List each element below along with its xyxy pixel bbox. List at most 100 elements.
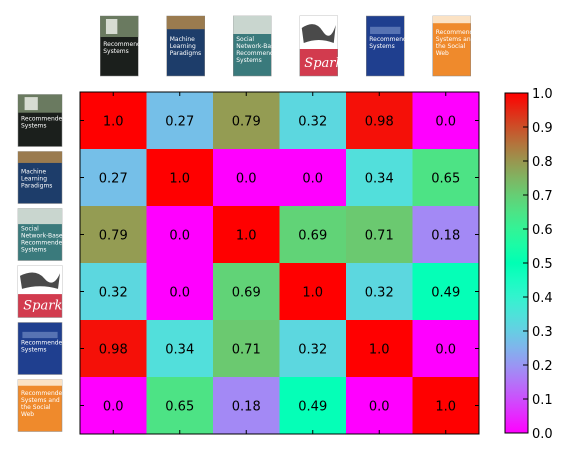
- cell-value-label: 0.32: [298, 115, 327, 130]
- cover-background: [366, 15, 405, 77]
- row-book-covers: RecommenderSystemsMachineLearningParadig…: [17, 94, 67, 432]
- colorbar: 0.0 0.1 0.2 0.3 0.4 0.5 0.6 0.7 0.8 0.9 1.0: [504, 87, 553, 442]
- cover-title-text: Systems: [103, 48, 129, 55]
- cover-title-text: Systems: [21, 123, 47, 130]
- heatmap-cell: [213, 320, 280, 378]
- colorbar-tick-label: 0.6: [532, 223, 553, 238]
- cell-value-label: 0.69: [232, 286, 261, 301]
- heatmap-cell: [80, 377, 147, 435]
- heatmap-cell: [279, 263, 347, 321]
- heatmap-cell: [346, 92, 413, 150]
- cover-title-text: Machine: [170, 36, 195, 43]
- cell-value-label: 0.0: [302, 172, 323, 187]
- column-book-covers: RecommenderSystemsMachineLearningParadig…: [100, 15, 480, 77]
- cell-value-label: 1.0: [369, 343, 390, 358]
- heatmap-cell: [80, 92, 147, 150]
- colorbar-tick-label: 0.3: [532, 325, 553, 340]
- cell-value-label: 0.49: [298, 400, 327, 415]
- cover-band: [432, 16, 471, 24]
- heatmap-cell: [80, 320, 147, 378]
- heatmap-cell: [346, 320, 413, 378]
- cell-value-label: 0.32: [365, 286, 394, 301]
- colorbar-tick-label: 0.5: [532, 257, 553, 272]
- cover-title-text: Recommender: [369, 36, 413, 43]
- cell-value-label: 1.0: [302, 286, 323, 301]
- heatmap-cell: [80, 206, 147, 264]
- heatmap-cell: [213, 206, 280, 264]
- cell-value-label: 1.0: [435, 400, 456, 415]
- cell-value-label: 0.34: [365, 172, 394, 187]
- cell-value-label: 0.32: [298, 343, 327, 358]
- colorbar-tick-label: 0.8: [532, 155, 553, 170]
- cover-title-text: Network-Based: [236, 43, 282, 50]
- cover-title-text: Systems: [21, 346, 47, 353]
- cell-value-label: 0.34: [165, 343, 194, 358]
- cover-title-text: Recommender: [436, 29, 480, 36]
- heatmap-cell: [279, 377, 347, 435]
- heatmap-cell: [346, 206, 413, 264]
- heatmap-cell: [213, 92, 280, 150]
- heatmap-cell: [412, 206, 480, 264]
- heatmap-cell: [412, 149, 480, 207]
- heatmap-cell: [80, 263, 147, 321]
- heatmap-cell: [279, 320, 347, 378]
- cover-title-text: Systems: [21, 246, 47, 253]
- cover-title-text: Recommender: [21, 239, 65, 246]
- cover-background: [432, 15, 471, 77]
- cover-background: [17, 379, 63, 432]
- cell-value-label: 0.79: [99, 229, 128, 244]
- cover-title-text: Recommender: [21, 390, 65, 397]
- heatmap-cell: [412, 92, 480, 150]
- cover-title-text: Spark: [23, 299, 62, 314]
- cell-value-label: 0.27: [99, 172, 128, 187]
- cell-value-label: 0.0: [169, 229, 190, 244]
- heatmap-cell: [346, 263, 413, 321]
- colorbar-tick-label: 0.4: [532, 291, 553, 306]
- cover-title-text: Systems: [369, 43, 395, 50]
- cover-title-text: Learning: [21, 175, 47, 182]
- cell-value-label: 1.0: [169, 172, 190, 187]
- cover-photo-detail: [24, 97, 38, 111]
- heatmap-cell: [146, 149, 214, 207]
- heatmap-cell: [279, 149, 347, 207]
- heatmap-cell: [146, 263, 214, 321]
- cover-band: [22, 331, 58, 339]
- cell-value-label: 0.0: [435, 115, 456, 130]
- cover-title-text: Paradigms: [21, 182, 52, 189]
- colorbar-tick-label: 0.2: [532, 359, 553, 374]
- heatmap-cell: [213, 263, 280, 321]
- cover-photo: [166, 16, 205, 30]
- cell-value-label: 0.65: [165, 400, 194, 415]
- cell-value-label: 0.98: [99, 343, 128, 358]
- cover-band: [18, 379, 62, 386]
- cell-value-label: 1.0: [236, 229, 257, 244]
- heatmap-cell: [146, 320, 214, 378]
- heatmap-cell: [146, 377, 214, 435]
- cell-value-label: 0.0: [369, 400, 390, 415]
- heatmap-cell: [146, 92, 214, 150]
- cell-value-label: 0.0: [103, 400, 124, 415]
- heatmap-cell: [213, 377, 280, 435]
- book-cover: Spark: [299, 15, 344, 77]
- cover-photo-detail: [105, 19, 118, 34]
- heatmap-frame: [79, 91, 480, 435]
- cover-title-text: Spark: [304, 56, 343, 71]
- cell-value-label: 0.18: [431, 229, 460, 244]
- cover-title-text: Learning: [170, 43, 196, 50]
- cover-title-text: Machine: [21, 168, 46, 175]
- cover-background: [17, 322, 63, 375]
- cover-photo: [233, 16, 272, 34]
- cover-title-text: Web: [436, 50, 449, 57]
- heatmap-cell: [279, 206, 347, 264]
- cover-title-text: Systems and: [21, 397, 60, 404]
- cover-title-text: Recommender: [236, 50, 280, 57]
- heatmap-cell: [346, 149, 413, 207]
- cover-title-text: Social: [21, 225, 39, 232]
- cover-photo: [18, 151, 62, 163]
